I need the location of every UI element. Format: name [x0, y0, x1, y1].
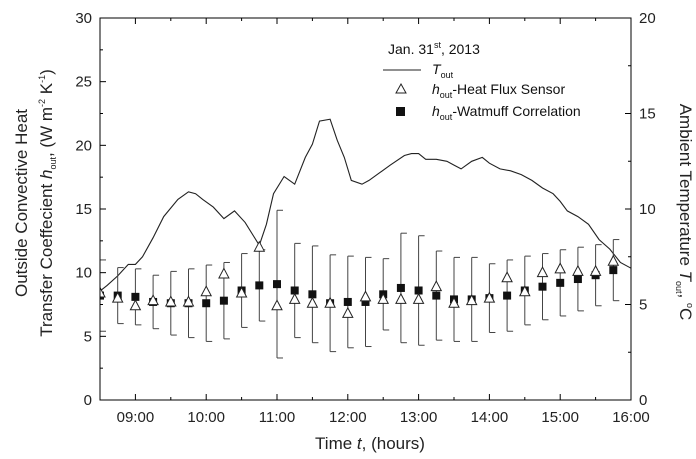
watmuff-point — [308, 290, 317, 299]
watmuff-point — [255, 281, 264, 290]
heat-flux-point — [271, 299, 283, 311]
y-left-tick-label: 15 — [75, 201, 92, 218]
heat-flux-point — [341, 306, 354, 318]
x-tick-label: 11:00 — [259, 409, 295, 426]
watmuff-point — [432, 291, 441, 300]
heat-flux-point — [412, 292, 425, 304]
y-left-tick-label: 0 — [84, 392, 92, 409]
svg-text:Outside Convective Heat: Outside Convective Heat — [12, 109, 31, 297]
heat-flux-point — [306, 296, 319, 308]
left-axis-title: Outside Convective Heat — [12, 109, 31, 297]
watmuff-point — [273, 280, 281, 289]
legend-label-heat-flux: hout-Heat Flux Sensor — [432, 81, 565, 100]
series-group — [100, 118, 631, 359]
heat-flux-point — [100, 286, 106, 298]
x-tick-label: 15:00 — [541, 409, 579, 426]
y-left-tick-label: 10 — [75, 265, 92, 282]
watmuff-point — [343, 297, 352, 306]
heat-flux-point — [235, 286, 248, 298]
x-tick-label: 09:00 — [117, 409, 155, 426]
heat-flux-point — [536, 266, 549, 278]
y-left-tick-label: 25 — [75, 74, 92, 91]
legend-label-tout: Tout — [432, 61, 454, 80]
heat-flux-point — [200, 285, 213, 297]
left-axis-title-line2: Transfer Coeffecient hout, (W m-2 K-1) — [37, 69, 58, 337]
legend-label-watmuff: hout-Watmuff Correlation — [432, 103, 581, 122]
x-tick-label: 10:00 — [187, 409, 225, 426]
watmuff-point — [503, 291, 512, 300]
heat-flux-point — [607, 254, 620, 266]
heat-flux-point — [359, 290, 372, 302]
y-right-tick-label: 0 — [639, 392, 647, 409]
heat-flux-point — [589, 264, 602, 276]
tout-line — [100, 118, 631, 292]
watmuff-point — [290, 286, 299, 295]
heat-flux-point — [377, 292, 390, 304]
watmuff-point — [414, 286, 423, 295]
heat-flux-point — [554, 262, 567, 274]
heat-flux-point — [218, 267, 230, 279]
watmuff-point — [573, 275, 582, 284]
heat-flux-point — [288, 292, 301, 304]
watmuff-point — [609, 266, 618, 275]
heat-flux-point — [324, 296, 336, 308]
watmuff-point — [202, 299, 211, 308]
x-tick-label: 12:00 — [329, 409, 367, 426]
x-tick-label: 13:00 — [400, 409, 438, 426]
legend-square-symbol — [396, 107, 405, 116]
plot-area — [100, 118, 631, 359]
y-right-tick-label: 5 — [639, 297, 647, 314]
svg-text:Ambient Temperature Tout, oC: Ambient Temperature Tout, oC — [674, 104, 695, 321]
heat-flux-point — [164, 295, 177, 307]
heat-flux-point — [430, 280, 443, 292]
heat-flux-point — [448, 296, 460, 308]
heat-flux-point — [111, 291, 124, 303]
watmuff-point — [396, 283, 405, 292]
watmuff-point — [556, 278, 565, 287]
legend-title: Jan. 31st, 2013 — [388, 40, 480, 57]
y-left-tick-label: 20 — [75, 137, 92, 154]
watmuff-point — [361, 297, 370, 306]
y-right-tick-label: 10 — [639, 201, 656, 218]
heat-flux-point — [572, 264, 584, 276]
legend: Jan. 31st, 2013 Tout hout-Heat Flux Sens… — [383, 40, 581, 122]
watmuff-point — [131, 292, 140, 301]
right-axis-title: Ambient Temperature Tout, oC — [674, 104, 695, 321]
axis-ticks: 09:00 10:00 11:00 12:00 13:00 14:00 15:00 16:00… — [75, 10, 655, 426]
heat-flux-point — [465, 294, 478, 306]
heat-flux-point — [182, 295, 195, 307]
x-tick-label: 16:00 — [612, 409, 650, 426]
x-tick-label: 14:00 — [471, 409, 509, 426]
heat-flux-point — [483, 291, 496, 303]
watmuff-point — [219, 296, 228, 305]
y-left-tick-label: 30 — [75, 10, 92, 27]
y-right-tick-label: 15 — [639, 106, 656, 123]
legend-triangle-symbol — [395, 82, 407, 94]
heat-flux-point — [518, 285, 531, 297]
heat-flux-point — [501, 271, 513, 283]
y-right-tick-label: 20 — [639, 10, 656, 27]
heat-flux-point — [129, 299, 142, 311]
heat-flux-point — [395, 292, 407, 304]
x-axis-title: Time t, (hours) — [315, 434, 425, 453]
heat-flux-point — [253, 240, 266, 252]
heat-flux-point — [147, 294, 159, 306]
svg-text:Transfer Coeffecient hout, (W: Transfer Coeffecient hout, (W m-2 K-1) — [37, 69, 58, 337]
y-left-tick-label: 5 — [84, 328, 92, 345]
watmuff-point — [538, 282, 547, 291]
